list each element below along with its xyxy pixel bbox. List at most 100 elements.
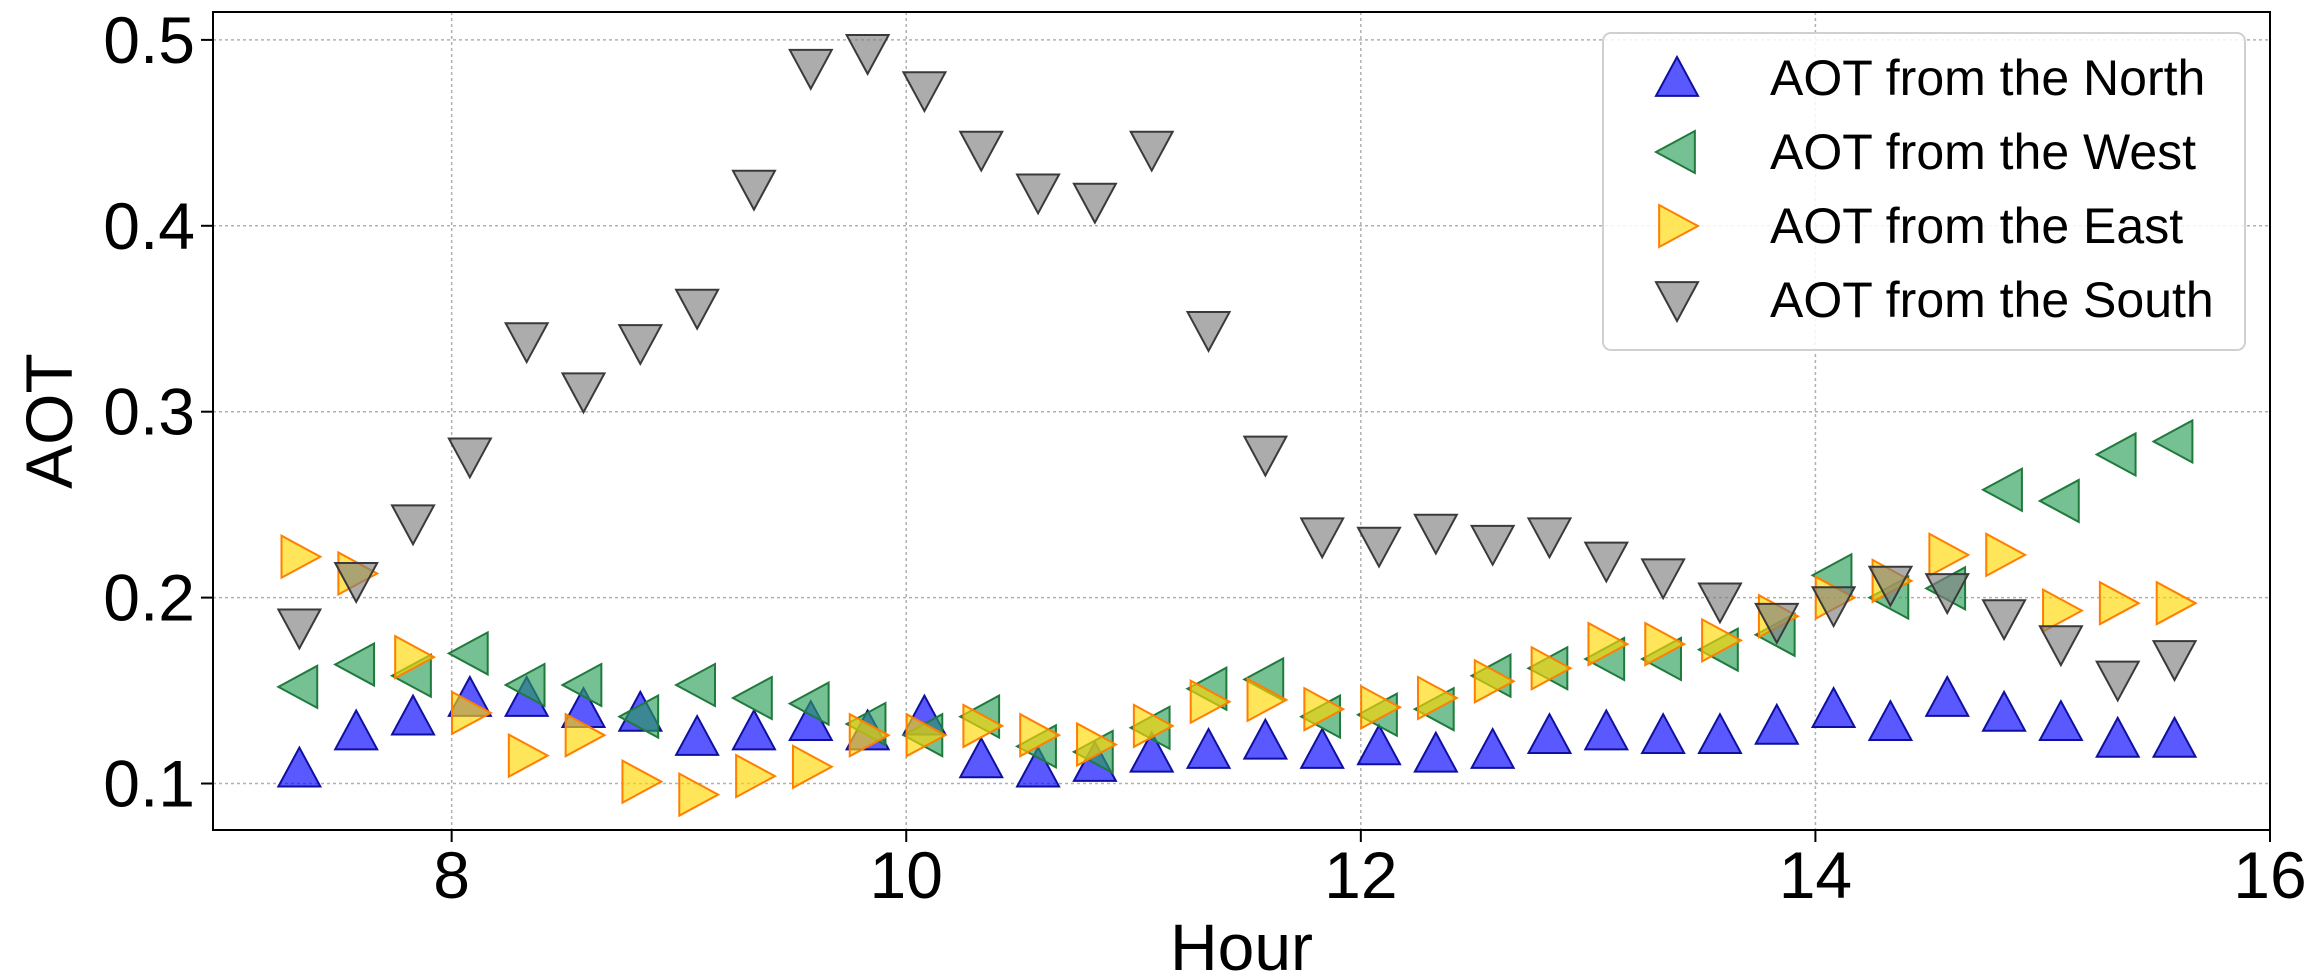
data-point <box>1867 699 1914 742</box>
legend-marker <box>1654 281 1700 324</box>
data-point <box>958 130 1004 173</box>
data-point <box>2098 580 2141 626</box>
data-point <box>1185 311 1232 354</box>
data-point <box>333 641 376 688</box>
data-point <box>731 708 777 751</box>
data-point <box>1242 435 1289 478</box>
legend-label: AOT from the West <box>1770 124 2196 180</box>
data-point <box>564 712 607 758</box>
y-tick-label: 0.2 <box>103 561 195 635</box>
data-point <box>2151 715 2198 758</box>
data-point <box>276 608 323 651</box>
data-point <box>1644 621 1687 667</box>
legend-box <box>1602 32 2246 351</box>
data-point <box>1129 130 1175 173</box>
data-point <box>2151 418 2194 465</box>
data-point <box>2155 580 2198 626</box>
data-point <box>1416 675 1459 721</box>
data-point <box>560 662 603 708</box>
data-point <box>1019 712 1062 758</box>
data-point <box>333 562 379 604</box>
data-point <box>1469 524 1516 567</box>
data-point <box>2094 431 2137 478</box>
data-point <box>1924 573 1970 616</box>
data-point <box>276 664 319 710</box>
data-point <box>844 34 891 77</box>
data-point <box>280 534 323 580</box>
data-point <box>1076 721 1118 768</box>
x-tick-label: 8 <box>433 838 470 912</box>
data-point <box>333 708 379 751</box>
data-point <box>1356 723 1402 766</box>
x-axis-label: Hour <box>1170 910 1313 978</box>
data-point <box>1526 712 1573 755</box>
legend-label: AOT from the East <box>1770 198 2183 254</box>
data-point <box>2042 587 2084 634</box>
axis-ticks: 8 10 12 14 16 0.1 0.2 0.3 0.4 0.5 <box>103 3 2306 912</box>
data-point <box>1587 621 1630 667</box>
data-point <box>1985 532 2028 578</box>
data-point <box>788 48 834 91</box>
data-point <box>617 693 660 740</box>
data-point <box>503 322 550 365</box>
data-point <box>1697 582 1743 625</box>
data-point <box>678 771 721 818</box>
x-tick-label: 16 <box>2233 838 2306 912</box>
data-point <box>1132 703 1175 749</box>
legend-label: AOT from the North <box>1770 50 2205 106</box>
data-point <box>1640 558 1686 601</box>
plot-frame <box>212 11 2271 831</box>
data-point <box>1413 513 1459 556</box>
y-tick-label: 0.5 <box>103 3 195 77</box>
legend-item: AOT from the South <box>1654 272 2214 328</box>
data-point <box>1015 173 1061 216</box>
data-points <box>276 34 2198 818</box>
data-point <box>1185 726 1232 769</box>
grid-lines <box>213 12 2271 830</box>
data-point <box>1924 674 1970 717</box>
data-point <box>560 372 607 415</box>
data-point <box>1980 467 2023 513</box>
data-point <box>2038 699 2084 742</box>
data-point <box>674 662 716 708</box>
data-point <box>1810 686 1857 729</box>
data-point <box>958 736 1004 779</box>
data-point <box>450 690 493 736</box>
x-tick-label: 14 <box>1779 838 1852 912</box>
data-point <box>617 324 663 367</box>
data-point <box>503 662 546 708</box>
data-point <box>1303 686 1346 732</box>
data-point <box>1583 541 1629 584</box>
data-point <box>1701 617 1744 664</box>
data-point <box>2095 660 2141 703</box>
y-axis-label: AOT <box>12 353 86 489</box>
x-tick-label: 10 <box>870 838 943 912</box>
legend-item: AOT from the West <box>1653 124 2196 180</box>
data-point <box>276 745 323 788</box>
data-point <box>1928 532 1971 578</box>
data-point <box>1242 717 1289 760</box>
legend: AOT from the North AOT from the West AOT f… <box>1602 32 2246 351</box>
legend-marker <box>1658 203 1701 249</box>
data-point <box>905 712 948 758</box>
data-point <box>1413 730 1459 773</box>
data-point <box>390 693 436 736</box>
data-point <box>1754 702 1800 745</box>
data-point <box>901 71 948 114</box>
data-point <box>2095 715 2141 758</box>
data-point <box>1129 730 1175 773</box>
data-point <box>394 634 437 680</box>
data-point <box>447 437 493 480</box>
data-point <box>1981 689 2027 732</box>
data-point <box>1867 565 1914 608</box>
data-point <box>1360 684 1403 730</box>
data-point <box>1583 708 1629 751</box>
data-point <box>621 758 664 805</box>
data-point <box>390 504 436 547</box>
data-point <box>674 288 720 331</box>
data-point <box>962 703 1005 749</box>
data-point <box>674 713 720 756</box>
data-point <box>1072 182 1118 225</box>
data-point <box>1810 586 1857 629</box>
